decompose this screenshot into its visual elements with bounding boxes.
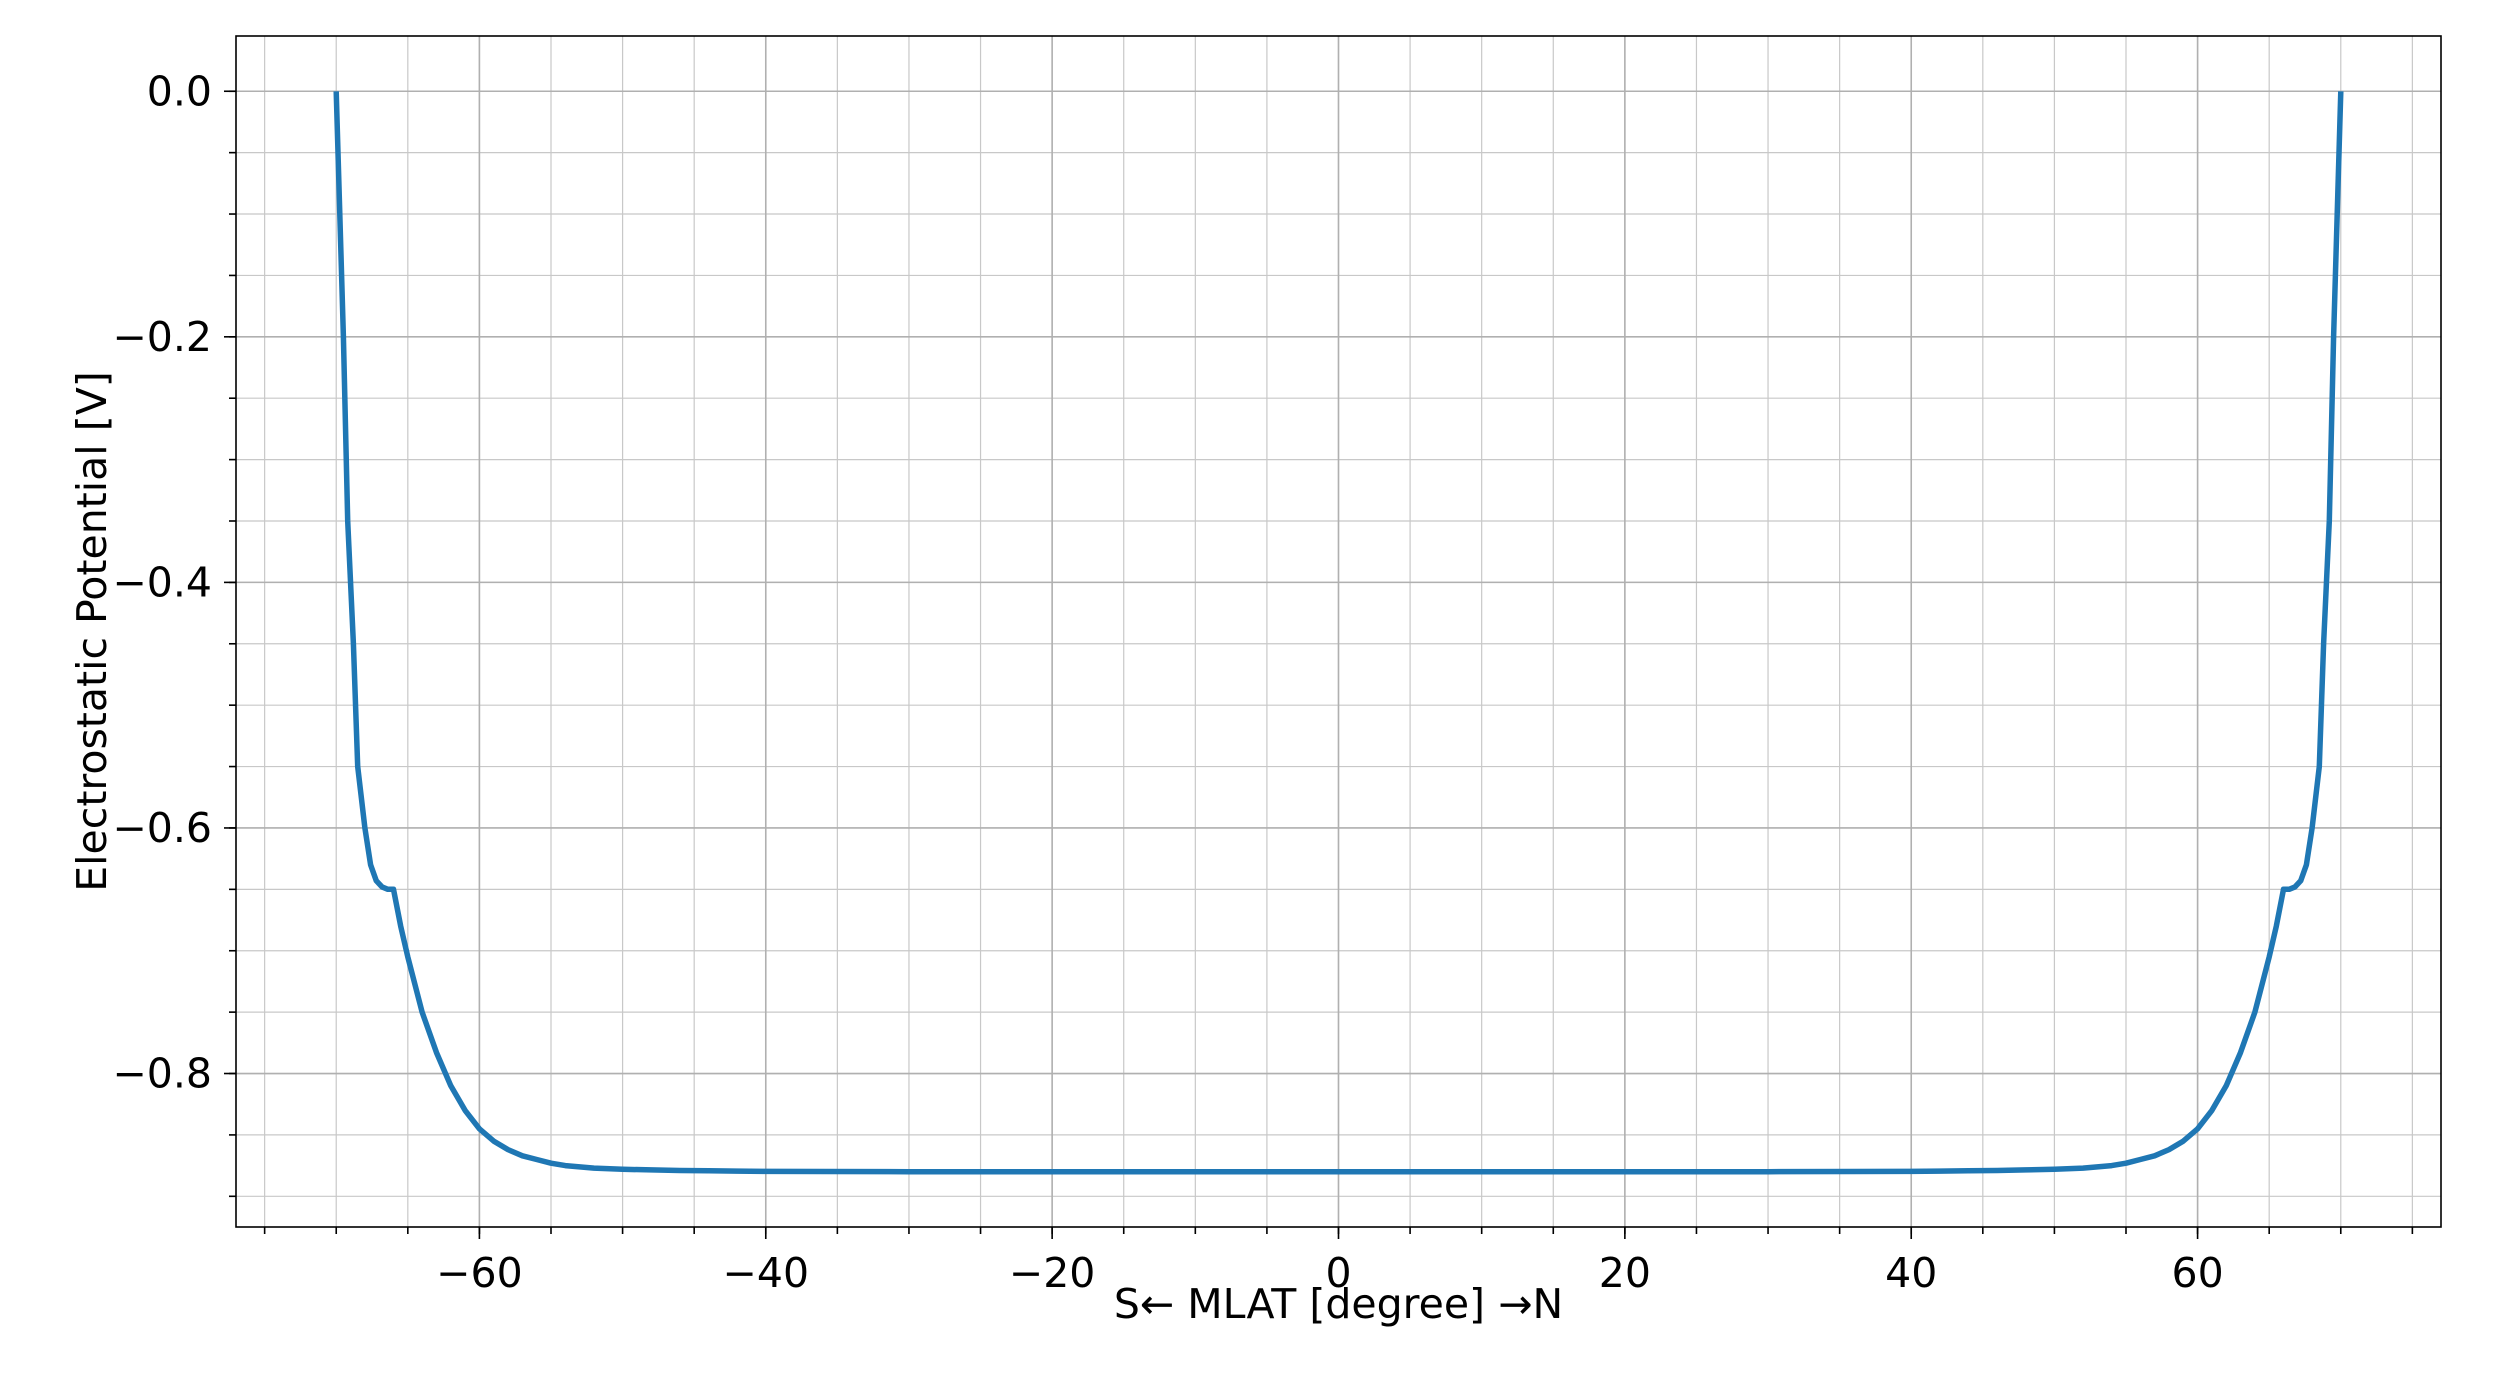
y-axis-label: Electrostatic Potential [V]	[68, 371, 116, 891]
x-axis-label: S← MLAT [degree] →N	[1114, 1280, 1563, 1328]
y-tick-label: −0.8	[112, 1050, 212, 1098]
y-tick-labels: 0.0 −0.2 −0.4 −0.6 −0.8	[112, 67, 212, 1097]
x-tick-label: 20	[1599, 1249, 1651, 1297]
y-tick-label: −0.4	[112, 558, 212, 606]
series-layer	[333, 91, 2344, 1175]
major-grid	[236, 36, 2441, 1227]
x-tick-label: −40	[723, 1249, 810, 1297]
x-tick-label: −60	[436, 1249, 523, 1297]
x-tick-label: −20	[1009, 1249, 1096, 1297]
y-tick-label: −0.2	[112, 313, 212, 361]
y-tick-label: 0.0	[147, 67, 212, 115]
x-tick-label: 40	[1885, 1249, 1937, 1297]
series-line	[333, 91, 2344, 1175]
x-tick-label: 0	[1325, 1249, 1351, 1297]
x-tick-labels: −60 −40 −20 0 20 40 60	[436, 1249, 2224, 1297]
x-tick-label: 60	[2172, 1249, 2224, 1297]
y-tick-label: −0.6	[112, 804, 212, 852]
tick-marks	[224, 90, 2414, 1239]
